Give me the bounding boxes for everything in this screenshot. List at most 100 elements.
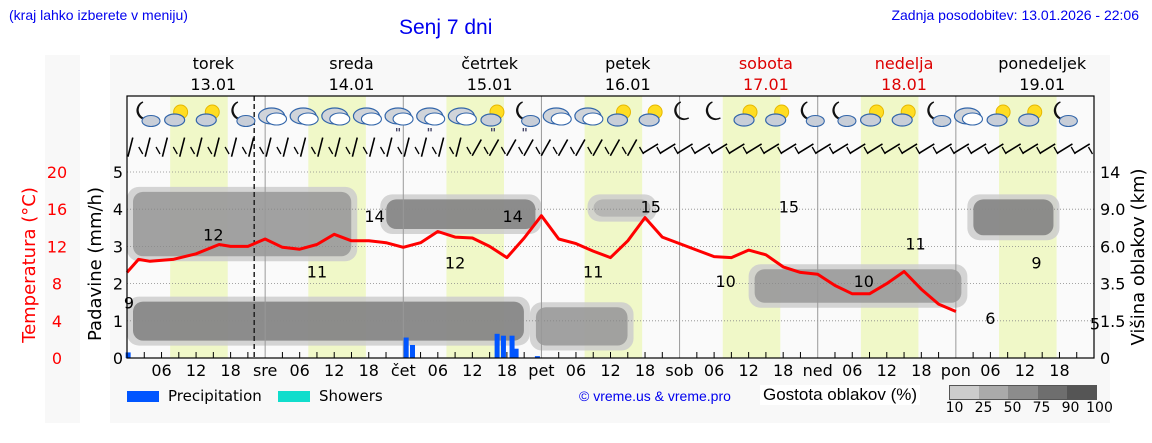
wind-barb bbox=[919, 143, 935, 154]
wind-barb-feather bbox=[690, 146, 696, 155]
wind-barb bbox=[592, 139, 603, 157]
wind-barb bbox=[127, 137, 134, 157]
day-date: 19.01 bbox=[1019, 75, 1065, 94]
cloud-shape bbox=[550, 112, 572, 126]
hour-label: 12 bbox=[186, 361, 206, 380]
cloud-layer-core bbox=[535, 307, 628, 346]
day-date: 18.01 bbox=[881, 75, 927, 94]
wind-barb bbox=[1022, 143, 1039, 154]
sun-cloud-icon bbox=[891, 104, 916, 127]
wind-barb bbox=[746, 143, 763, 154]
precip-tick: 1 bbox=[113, 312, 123, 331]
wind-barb bbox=[953, 143, 970, 154]
cloud-shape bbox=[265, 112, 288, 126]
cloud-shape bbox=[1058, 114, 1078, 128]
hour-label: 12 bbox=[1015, 361, 1035, 380]
temperature-label: 15 bbox=[779, 198, 799, 217]
wind-barb bbox=[711, 143, 728, 154]
moon-cloud-drizzle-icon bbox=[516, 101, 541, 128]
temperature-label: 11 bbox=[905, 235, 925, 254]
wind-barb-feather bbox=[207, 146, 213, 155]
hour-label: 12 bbox=[738, 361, 758, 380]
wind-barb bbox=[763, 143, 780, 154]
cloud-icon bbox=[447, 107, 477, 126]
wind-barb bbox=[471, 139, 482, 157]
cloud-shape bbox=[837, 114, 857, 128]
wind-barb bbox=[265, 137, 272, 157]
cloud-icon bbox=[321, 107, 351, 126]
page-title: Senj 7 dni bbox=[399, 16, 493, 39]
location-hint[interactable]: (kraj lahko izberete v meniju) bbox=[9, 7, 188, 23]
precip-tick: 2 bbox=[113, 275, 123, 294]
wind-barb bbox=[798, 143, 814, 154]
wind-barb-feather bbox=[345, 146, 351, 155]
wind-barb bbox=[729, 143, 745, 154]
wind-barb-feather bbox=[1018, 146, 1024, 155]
hour-label: 06 bbox=[428, 361, 448, 380]
wind-barb bbox=[540, 139, 552, 157]
precipitation-bar bbox=[534, 356, 540, 358]
wind-barb-feather bbox=[328, 146, 334, 155]
wind-barb-feather bbox=[915, 146, 921, 155]
cloud-shape bbox=[606, 113, 629, 127]
wind-barb bbox=[196, 137, 203, 157]
wind-barb bbox=[178, 137, 186, 157]
scale-label: 90 bbox=[1061, 400, 1080, 416]
wind-barb bbox=[248, 137, 255, 157]
temperature-axis-label: Temperatura (°C) bbox=[19, 187, 40, 344]
sun-cloud-icon bbox=[859, 104, 885, 127]
temperature-label: 14 bbox=[502, 207, 522, 226]
day-name: nedelja bbox=[875, 54, 934, 73]
hour-label: 12 bbox=[877, 361, 897, 380]
cloud-shape bbox=[424, 112, 446, 126]
scale-label: 75 bbox=[1032, 400, 1051, 416]
hour-label: 06 bbox=[151, 361, 171, 380]
precip-tick: 3 bbox=[113, 237, 123, 256]
moon-cloud-icon bbox=[927, 101, 952, 128]
temperature-label: 11 bbox=[583, 263, 603, 282]
sun-cloud-drizzle-icon bbox=[480, 104, 505, 127]
day-date: 17.01 bbox=[743, 75, 789, 94]
wind-barb-feather bbox=[673, 146, 679, 155]
wind-barb-feather bbox=[759, 146, 765, 155]
legend-showers-label: Showers bbox=[319, 387, 383, 405]
hour-label: 18 bbox=[220, 361, 240, 380]
precip-tick: 0 bbox=[113, 349, 123, 368]
cloud-density-scale bbox=[949, 385, 1097, 400]
wind-barb-feather bbox=[880, 146, 886, 155]
day-name: petek bbox=[605, 54, 651, 73]
wind-barb bbox=[988, 143, 1004, 154]
temperature-label: 14 bbox=[364, 207, 384, 226]
temperature-label: 9 bbox=[124, 293, 134, 312]
temperature-label: 15 bbox=[641, 198, 661, 217]
daylight-band bbox=[860, 96, 919, 358]
wind-barb bbox=[437, 137, 445, 157]
wind-barb-feather bbox=[276, 146, 282, 155]
legend-showers: Showers bbox=[278, 387, 383, 405]
wind-barb bbox=[334, 137, 341, 157]
wind-barb bbox=[557, 139, 569, 157]
wind-barb bbox=[213, 137, 220, 157]
day-name: ponedeljek bbox=[998, 54, 1087, 73]
cloud-height-tick: 0 bbox=[1100, 349, 1110, 368]
hour-label: 06 bbox=[842, 361, 862, 380]
cloud-shape bbox=[141, 114, 161, 128]
cloud-shape bbox=[480, 113, 502, 127]
wind-barb-feather bbox=[259, 146, 265, 155]
temperature-label: 5 bbox=[1090, 315, 1100, 334]
cloud-icon bbox=[352, 107, 382, 126]
hour-label: 18 bbox=[1049, 361, 1069, 380]
cloud-shape bbox=[360, 112, 382, 126]
day-name: torek bbox=[193, 54, 235, 73]
legend-precipitation: Precipitation bbox=[127, 387, 262, 405]
wind-barb bbox=[161, 137, 169, 157]
temperature-label: 10 bbox=[854, 272, 874, 291]
cloud-shape bbox=[859, 113, 882, 127]
copyright-link[interactable]: © vreme.us & vreme.pro bbox=[579, 388, 731, 404]
moon-cloud-icon bbox=[800, 101, 825, 128]
wind-barb bbox=[1005, 143, 1022, 154]
cloud-shape bbox=[733, 113, 755, 127]
hour-label: 18 bbox=[497, 361, 517, 380]
cloud-height-tick: 6.0 bbox=[1100, 237, 1125, 256]
